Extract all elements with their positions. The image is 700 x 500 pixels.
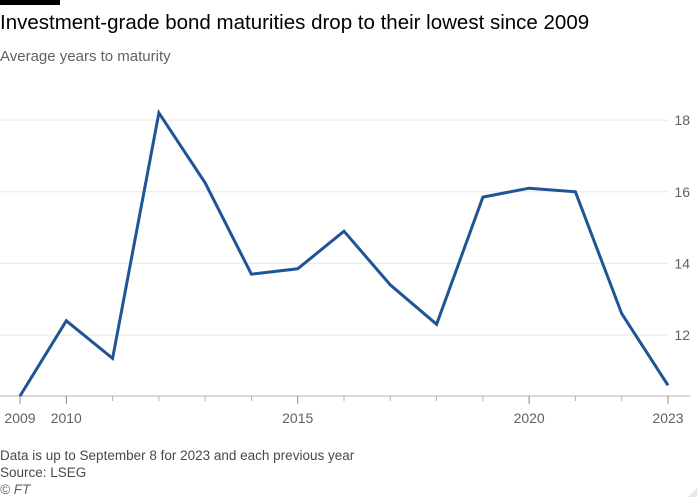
brand-bar	[0, 0, 60, 5]
y-tick-label: 14	[674, 255, 690, 271]
corner-mark	[688, 488, 697, 497]
y-tick-label: 18	[674, 112, 690, 128]
x-tick-label: 2009	[4, 410, 35, 426]
x-axis	[0, 395, 690, 404]
footnote: Data is up to September 8 for 2023 and e…	[0, 448, 355, 463]
y-axis-labels: 12 14 16 18	[674, 112, 690, 343]
source-note: Source: LSEG	[0, 465, 87, 480]
chart-title: Investment-grade bond maturities drop to…	[0, 11, 590, 34]
chart-footer: Data is up to September 8 for 2023 and e…	[0, 447, 354, 498]
gridlines	[0, 119, 668, 336]
series-line	[18, 108, 670, 397]
x-tick-label: 2023	[652, 410, 683, 426]
chart-subtitle: Average years to maturity	[0, 48, 171, 65]
x-tick-label: 2020	[514, 410, 545, 426]
series	[18, 108, 670, 397]
y-tick-label: 16	[674, 184, 690, 200]
x-tick-label: 2010	[51, 410, 82, 426]
y-tick-label: 12	[674, 327, 690, 343]
x-axis-labels: 2009 2010 2015 2020 2023	[4, 410, 683, 426]
x-tick-label: 2015	[282, 410, 313, 426]
copyright: © FT	[0, 482, 31, 497]
